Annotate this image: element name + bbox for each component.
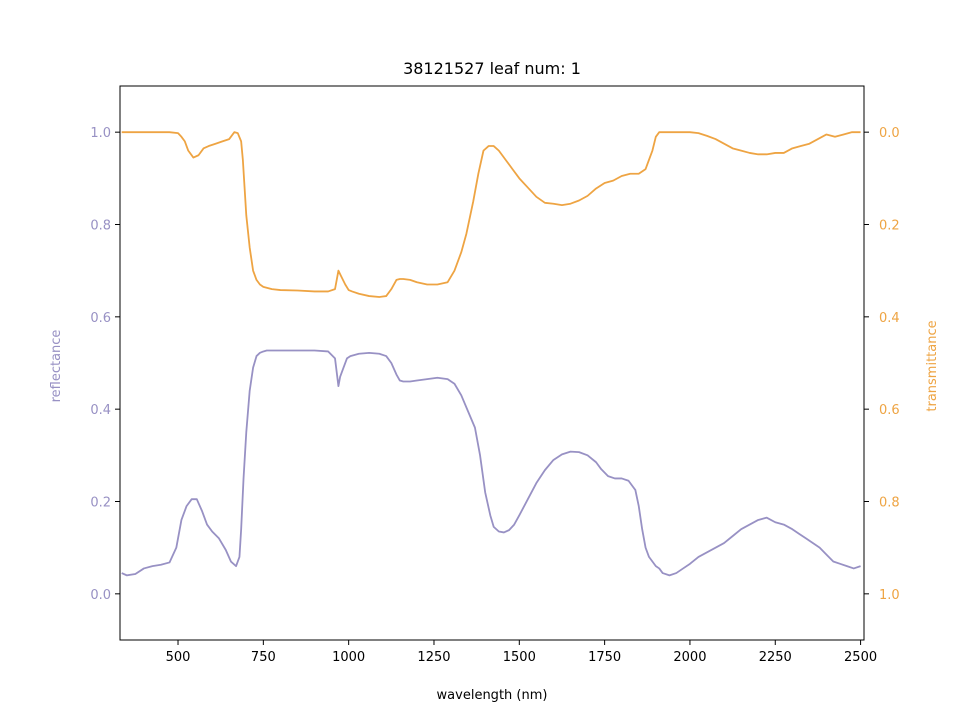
x-axis-label: wavelength (nm) — [437, 688, 548, 703]
y-left-tick-label: 0.4 — [90, 403, 111, 418]
x-tick-label: 1750 — [588, 650, 621, 665]
chart-title: 38121527 leaf num: 1 — [403, 59, 581, 78]
y-right-tick-label: 0.4 — [879, 311, 900, 326]
x-tick-label: 1250 — [417, 650, 450, 665]
y-left-tick-label: 0.8 — [90, 219, 111, 234]
x-tick-label: 750 — [251, 650, 276, 665]
y-axis-label-left: reflectance — [49, 330, 64, 403]
x-tick-label: 2000 — [673, 650, 706, 665]
x-tick-label: 1500 — [503, 650, 536, 665]
y-right-tick-label: 0.8 — [879, 496, 900, 511]
y-left-tick-label: 0.6 — [90, 311, 111, 326]
x-tick-label: 1000 — [332, 650, 365, 665]
y-left-tick-label: 0.2 — [90, 496, 111, 511]
reflectance-series-line — [121, 349, 861, 577]
y-right-tick-label: 0.6 — [879, 403, 900, 418]
y-left-tick-label: 0.0 — [90, 588, 111, 603]
y-right-tick-label: 0.2 — [879, 219, 900, 234]
y-right-tick-label: 1.0 — [879, 588, 900, 603]
transmittance-series-line — [121, 131, 861, 298]
y-axis-label-right: transmittance — [925, 320, 940, 411]
x-tick-label: 500 — [166, 650, 191, 665]
y-right-tick-label: 0.0 — [879, 126, 900, 141]
x-tick-label: 2250 — [759, 650, 792, 665]
x-tick-label: 2500 — [844, 650, 877, 665]
y-left-tick-label: 1.0 — [90, 126, 111, 141]
plot-frame — [119, 85, 865, 641]
